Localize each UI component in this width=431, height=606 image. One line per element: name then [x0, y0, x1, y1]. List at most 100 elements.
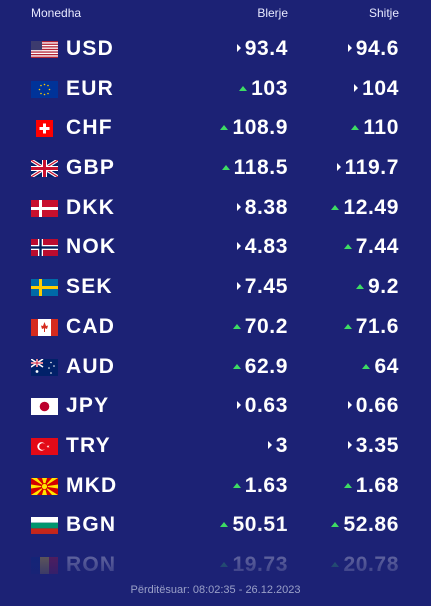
currency-code: USD — [66, 37, 114, 60]
rate-row-jpy: JPY 0.63 0.66 — [0, 387, 431, 427]
trend-flat-icon — [236, 242, 241, 251]
buy-rate-value: 0.63 — [244, 394, 288, 418]
trend-up-icon — [331, 204, 340, 210]
sell-rate-value: 20.78 — [343, 552, 399, 576]
sell-rate: 1.68 — [343, 474, 399, 498]
trend-up-icon — [220, 561, 229, 567]
buy-rate: 4.83 — [236, 235, 288, 259]
buy-rate: 118.5 — [221, 156, 288, 180]
header-currency: Monedha — [31, 6, 82, 20]
trend-flat-icon — [354, 83, 359, 92]
buy-rate-value: 3 — [275, 433, 288, 457]
sell-rate-value: 94.6 — [355, 37, 399, 60]
bg-flag-icon — [31, 517, 58, 535]
trend-up-icon — [343, 323, 352, 329]
sell-rate: 119.7 — [336, 156, 399, 180]
trend-flat-icon — [236, 202, 241, 211]
buy-rate: 50.51 — [220, 513, 288, 537]
sell-rate-value: 12.49 — [343, 195, 399, 219]
buy-rate: 0.63 — [236, 394, 288, 418]
trend-flat-icon — [336, 163, 341, 172]
trend-up-icon — [220, 125, 229, 131]
buy-rate-value: 62.9 — [244, 354, 288, 378]
trend-up-icon — [362, 363, 371, 369]
mk-flag-icon — [31, 477, 58, 495]
rate-row-gbp: GBP 118.5 119.7 — [0, 149, 431, 189]
buy-rate: 70.2 — [232, 315, 288, 339]
trend-up-icon — [232, 323, 241, 329]
rate-row-eur: EUR 103 104 — [0, 70, 431, 110]
sell-rate: 71.6 — [343, 315, 399, 339]
currency-code: MKD — [66, 473, 118, 497]
rate-row-sek: SEK 7.45 9.2 — [0, 268, 431, 308]
trend-up-icon — [221, 165, 230, 171]
table-header: Monedha Blerje Shitje — [0, 6, 431, 22]
rate-row-usd: USD 93.4 94.6 — [0, 30, 431, 70]
buy-rate: 19.73 — [220, 553, 288, 577]
buy-rate: 103 — [239, 77, 288, 101]
sell-rate-value: 119.7 — [344, 156, 399, 180]
rate-row-ron: RON 19.73 20.78 — [0, 546, 431, 586]
au-flag-icon — [31, 358, 58, 376]
sell-rate: 3.35 — [347, 434, 399, 458]
rates-list: USD 93.4 94.6 EUR 103 104 CHF 108.9 110 GBP 118.5 1… — [0, 30, 431, 586]
sell-rate-value: 110 — [363, 116, 399, 140]
trend-flat-icon — [236, 282, 241, 291]
sell-rate: 12.49 — [331, 196, 399, 220]
trend-up-icon — [220, 522, 229, 528]
ca-flag-icon — [31, 318, 58, 336]
buy-rate-value: 50.51 — [232, 513, 288, 537]
currency-code: SEK — [66, 275, 113, 299]
rate-row-try: TRY 3 3.35 — [0, 427, 431, 467]
sell-rate-value: 0.66 — [355, 394, 399, 418]
sell-rate: 94.6 — [347, 37, 399, 61]
us-flag-icon — [31, 41, 58, 58]
trend-flat-icon — [267, 440, 272, 449]
currency-code: CAD — [66, 314, 116, 338]
trend-up-icon — [239, 85, 248, 91]
currency-code: JPY — [66, 394, 110, 418]
gb-flag-icon — [31, 160, 58, 178]
eu-flag-icon — [31, 80, 58, 98]
buy-rate-value: 4.83 — [244, 235, 288, 259]
trend-flat-icon — [347, 44, 352, 52]
rate-row-bgn: BGN 50.51 52.86 — [0, 506, 431, 546]
currency-code: AUD — [66, 354, 116, 378]
trend-up-icon — [331, 522, 340, 528]
ch-flag-icon — [31, 120, 58, 138]
last-updated: Përditësuar: 08:02:35 - 26.12.2023 — [130, 584, 301, 596]
buy-rate-value: 93.4 — [244, 37, 288, 60]
sell-rate: 64 — [362, 355, 399, 379]
sell-rate-value: 7.44 — [355, 235, 399, 259]
sell-rate: 110 — [351, 116, 399, 140]
buy-rate: 108.9 — [220, 116, 288, 140]
trend-up-icon — [351, 125, 360, 131]
no-flag-icon — [31, 239, 58, 257]
buy-rate-value: 7.45 — [244, 275, 288, 299]
rate-row-nok: NOK 4.83 7.44 — [0, 228, 431, 268]
sell-rate: 9.2 — [356, 275, 399, 299]
currency-code: DKK — [66, 195, 116, 219]
dk-flag-icon — [31, 199, 58, 217]
trend-up-icon — [331, 561, 340, 567]
trend-flat-icon — [347, 440, 352, 449]
sell-rate: 0.66 — [347, 394, 399, 418]
trend-flat-icon — [347, 401, 352, 410]
buy-rate-value: 19.73 — [232, 552, 288, 576]
trend-up-icon — [232, 482, 241, 488]
buy-rate: 3 — [267, 433, 288, 458]
sell-rate-value: 64 — [374, 354, 399, 378]
sell-rate: 52.86 — [331, 513, 399, 537]
ro-flag-icon — [31, 556, 58, 574]
currency-code: GBP — [66, 156, 116, 180]
sell-rate-value: 52.86 — [343, 513, 399, 537]
trend-up-icon — [343, 244, 352, 250]
buy-rate: 1.63 — [232, 473, 288, 498]
trend-flat-icon — [236, 401, 241, 410]
buy-rate-value: 8.38 — [244, 195, 288, 219]
rate-row-mkd: MKD 1.63 1.68 — [0, 467, 431, 507]
trend-up-icon — [356, 284, 364, 290]
buy-rate-value: 1.63 — [244, 473, 288, 497]
sell-rate-value: 104 — [362, 76, 399, 100]
